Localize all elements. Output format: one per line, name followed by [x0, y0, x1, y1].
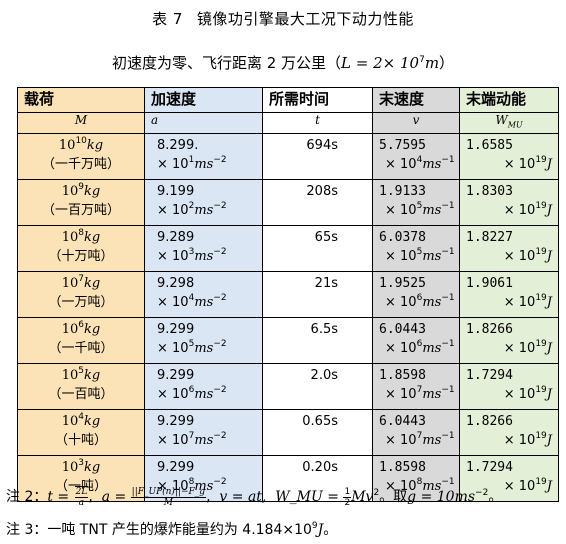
table-row: 108kg （十万吨） 9.289 × 103ms−2 65s 6.0378 × 105ms… [17, 225, 559, 272]
cell-velocity: 1.8598 × 107ms−1 [372, 363, 460, 410]
symbol-row: M a t v WMU [17, 112, 559, 134]
cell-energy: 1.7294 × 1019J [459, 363, 559, 410]
cell-velocity: 1.9133 × 105ms−1 [372, 179, 460, 226]
cell-load: 1010kg （一千万吨） [17, 133, 145, 180]
cell-energy: 1.8227 × 1019J [459, 225, 559, 272]
cell-load: 103kg （一吨） [17, 455, 145, 502]
subtitle-end: ） [439, 54, 455, 72]
cell-energy: 1.8303 × 1019J [459, 179, 559, 226]
cell-energy: 1.9061 × 1019J [459, 271, 559, 318]
cell-time: 0.65s [262, 409, 373, 456]
cell-load: 107kg （一万吨） [17, 271, 145, 318]
cell-acceleration: 9.289 × 103ms−2 [144, 225, 263, 272]
performance-table: 载荷 加速度 所需时间 末速度 末端动能 M a t v WMU 1010kg （… [17, 87, 559, 502]
symbol-velocity: v [372, 112, 460, 134]
cell-time: 6.5s [262, 317, 373, 364]
sqrt-symbol: 2L a [74, 486, 89, 508]
header-load: 载荷 [17, 87, 145, 113]
cell-acceleration: 9.299 × 107ms−2 [144, 409, 263, 456]
cell-time: 21s [262, 271, 373, 318]
table-row: 107kg （一万吨） 9.298 × 104ms−2 21s 1.9525 × 106ms… [17, 271, 559, 318]
header-energy: 末端动能 [459, 87, 559, 113]
cell-velocity: 6.0443 × 106ms−1 [372, 317, 460, 364]
header-acceleration: 加速度 [144, 87, 263, 113]
cell-velocity: 1.9525 × 106ms−1 [372, 271, 460, 318]
cell-energy: 1.6585 × 1019J [459, 133, 559, 180]
subtitle-formula: L = 2× 10 [341, 54, 420, 72]
cell-velocity: 6.0443 × 107ms−1 [372, 409, 460, 456]
cell-time: 208s [262, 179, 373, 226]
cell-load: 104kg （十吨） [17, 409, 145, 456]
cell-acceleration: 8.299. × 101ms−2 [144, 133, 263, 180]
cell-acceleration: 9.299 × 108ms−2 [144, 455, 263, 502]
note-2: 注 2：t = 2L a, a = ||F_UP(n)||−F_g M, v = a… [6, 486, 503, 508]
table-row: 103kg （一吨） 9.299 × 108ms−2 0.20s 1.8598 × 108m… [17, 455, 559, 502]
table-row: 109kg （一百万吨） 9.199 × 102ms−2 208s 1.9133 × 105… [17, 179, 559, 226]
cell-energy: 1.8266 × 1019J [459, 409, 559, 456]
cell-time: 0.20s [262, 455, 373, 502]
subtitle-unit: m [424, 54, 440, 72]
table-row: 104kg （十吨） 9.299 × 107ms−2 0.65s 6.0443 × 107m… [17, 409, 559, 456]
subtitle-text: 初速度为零、飞行距离 2 万公里（ [111, 54, 342, 72]
cell-load: 108kg （十万吨） [17, 225, 145, 272]
subtitle-exponent: 7 [419, 55, 425, 65]
cell-energy: 1.7294 × 1019J [459, 455, 559, 502]
table-row: 1010kg （一千万吨） 8.299. × 101ms−2 694s 5.7595 × 1… [17, 133, 559, 180]
cell-load: 106kg （一千吨） [17, 317, 145, 364]
cell-acceleration: 9.298 × 104ms−2 [144, 271, 263, 318]
header-time: 所需时间 [262, 87, 373, 113]
header-row: 载荷 加速度 所需时间 末速度 末端动能 [17, 87, 559, 113]
cell-acceleration: 9.299 × 105ms−2 [144, 317, 263, 364]
cell-velocity: 6.0378 × 105ms−1 [372, 225, 460, 272]
cell-time: 2.0s [262, 363, 373, 410]
cell-load: 105kg （一百吨） [17, 363, 145, 410]
cell-velocity: 1.8598 × 108ms−1 [372, 455, 460, 502]
header-velocity: 末速度 [372, 87, 460, 113]
table-number: 表 7 [152, 10, 183, 28]
cell-time: 65s [262, 225, 373, 272]
symbol-time: t [262, 112, 373, 134]
table-title: 镜像功引擎最大工况下动力性能 [196, 10, 414, 28]
cell-acceleration: 9.299 × 106ms−2 [144, 363, 263, 410]
symbol-load: M [17, 112, 145, 134]
cell-time: 694s [262, 133, 373, 180]
table-row: 106kg （一千吨） 9.299 × 105ms−2 6.5s 6.0443 × 106m… [17, 317, 559, 364]
table-subtitle: 初速度为零、飞行距离 2 万公里（L = 2× 107m） [0, 52, 566, 73]
symbol-acceleration: a [144, 112, 263, 134]
table-caption: 表 7 镜像功引擎最大工况下动力性能 [0, 8, 566, 29]
symbol-energy: WMU [459, 112, 559, 134]
cell-acceleration: 9.199 × 102ms−2 [144, 179, 263, 226]
cell-energy: 1.8266 × 1019J [459, 317, 559, 364]
note-3: 注 3：一吨 TNT 产生的爆炸能量约为 4.184×109J。 [6, 521, 338, 539]
cell-velocity: 5.7595 × 104ms−1 [372, 133, 460, 180]
table-row: 105kg （一百吨） 9.299 × 106ms−2 2.0s 1.8598 × 107m… [17, 363, 559, 410]
cell-load: 109kg （一百万吨） [17, 179, 145, 226]
